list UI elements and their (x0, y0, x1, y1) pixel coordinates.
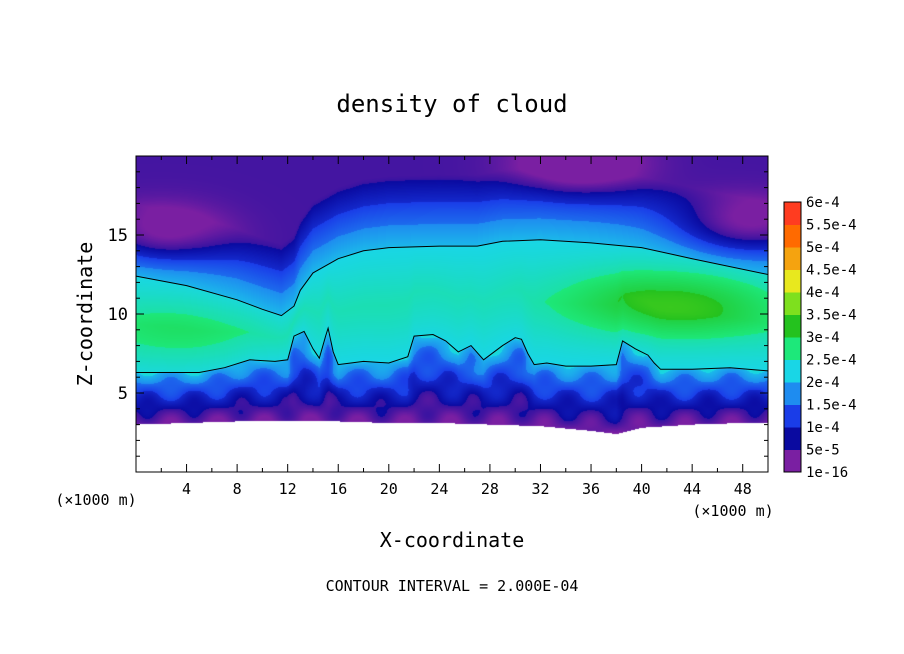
y-axis-ticks: 5 10 15 (108, 171, 768, 457)
x-tick-label: 28 (481, 480, 499, 498)
x-tick-label: 32 (531, 480, 549, 498)
x-tick-label: 40 (633, 480, 651, 498)
contour-lines (136, 239, 768, 373)
colorbar-swatch (784, 247, 801, 270)
colorbar-swatch (784, 404, 801, 428)
x-tick-label: 48 (734, 480, 752, 498)
colorbar-swatch (784, 382, 801, 405)
x-tick-label: 24 (430, 480, 448, 498)
colorbar-swatch (784, 337, 801, 360)
colorbar-label: 3.5e-4 (806, 308, 857, 324)
colorbar-swatch (784, 314, 801, 338)
colorbar-label: 3e-4 (806, 330, 840, 346)
colorbar-label: 4e-4 (806, 285, 840, 301)
colorbar-label: 4.5e-4 (806, 263, 857, 279)
plot-area (135, 155, 769, 473)
colorbar-label: 5.5e-4 (806, 218, 857, 234)
colorbar-swatch (784, 427, 801, 450)
colorbar-swatch (784, 449, 801, 473)
x-tick-label: 20 (380, 480, 398, 498)
y-tick-label: 15 (108, 226, 128, 246)
colorbar-label: 6e-4 (806, 195, 840, 211)
colorbar-frame (783, 201, 802, 473)
colorbar-swatch (784, 359, 801, 383)
x-tick-label: 16 (329, 480, 347, 498)
colorbar-label: 2e-4 (806, 375, 840, 391)
x-tick-label: 44 (683, 480, 701, 498)
y-axis-label: Z-coordinate (73, 242, 97, 387)
x-tick-label: 36 (582, 480, 600, 498)
colorbar-label: 2.5e-4 (806, 353, 857, 369)
colorbar-label: 1e-16 (806, 465, 848, 481)
contour-line-lower (136, 326, 768, 373)
y-tick-label: 5 (118, 384, 128, 404)
colorbar-label: 1.5e-4 (806, 398, 857, 414)
density-field (136, 156, 768, 472)
contour-interval-note: CONTOUR INTERVAL = 2.000E-04 (326, 577, 579, 595)
x-axis-ticks: 4 8 12 16 20 24 28 32 36 40 44 48 (160, 156, 752, 498)
colorbar-label: 5e-5 (806, 443, 840, 459)
x-axis-label: X-coordinate (380, 528, 525, 552)
chart-title: density of cloud (336, 90, 567, 118)
x-tick-label: 8 (233, 480, 242, 498)
y-tick-label: 10 (108, 305, 128, 325)
x-unit-right: (×1000 m) (692, 502, 773, 520)
x-tick-label: 4 (182, 480, 191, 498)
colorbar: 1e-16 5e-5 1e-4 1.5e-4 2e-4 2.5e-4 3e-4 3.5e-4 4… (783, 195, 857, 481)
x-tick-label: 12 (279, 480, 297, 498)
colorbar-swatch (784, 202, 801, 225)
colorbar-swatch (784, 224, 801, 248)
colorbar-swatch (784, 292, 801, 315)
contour-line-upper (136, 239, 768, 317)
colorbar-swatch (784, 269, 801, 293)
colorbar-label: 5e-4 (806, 240, 840, 256)
x-unit-left: (×1000 m) (55, 491, 136, 509)
colorbar-label: 1e-4 (806, 420, 840, 436)
